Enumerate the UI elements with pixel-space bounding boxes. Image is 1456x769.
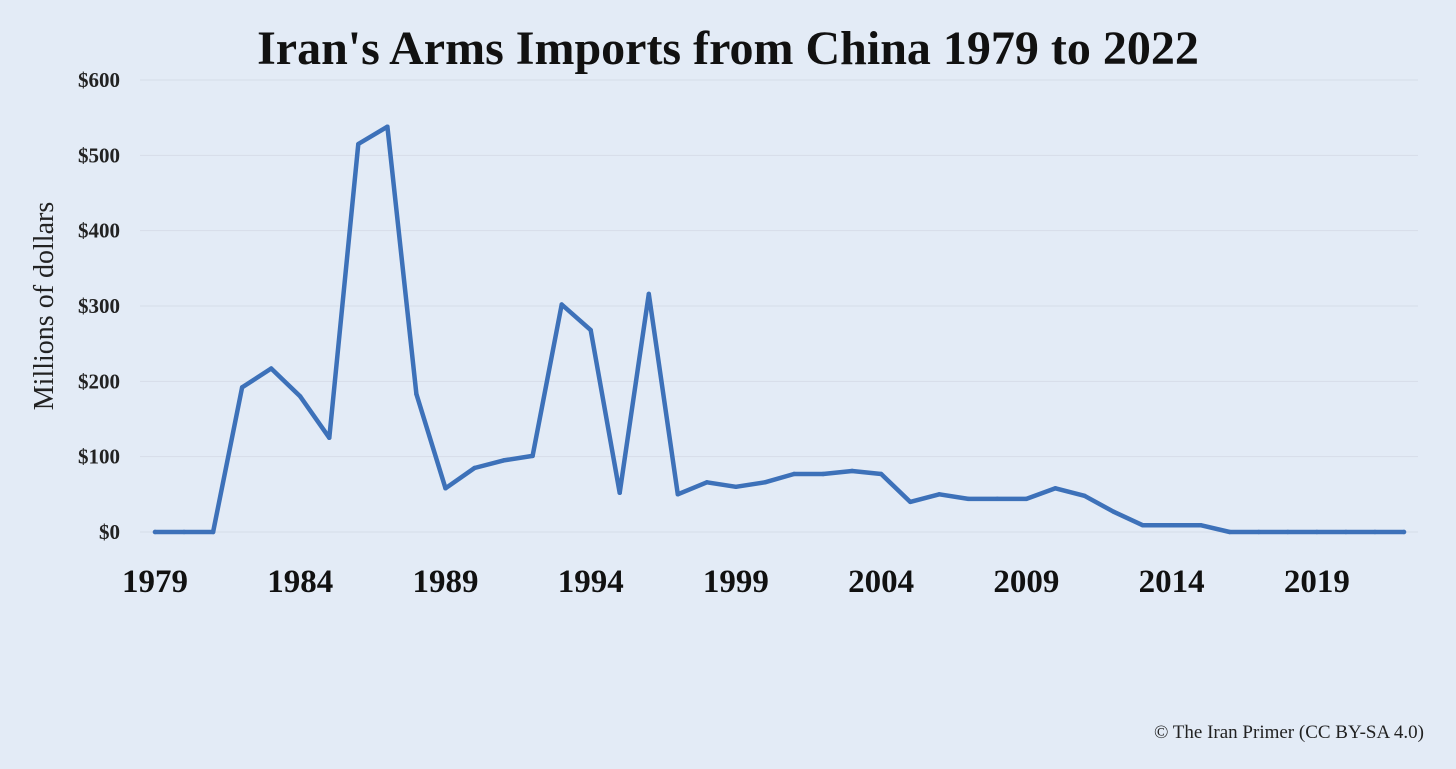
data-point bbox=[559, 302, 564, 307]
data-point bbox=[1082, 493, 1087, 499]
data-point bbox=[472, 465, 477, 471]
data-point bbox=[588, 327, 593, 333]
data-point bbox=[966, 496, 971, 502]
x-tick-label: 1994 bbox=[558, 564, 624, 600]
data-point bbox=[1169, 523, 1174, 528]
data-point bbox=[1343, 529, 1349, 535]
data-point bbox=[937, 492, 942, 497]
chart-title: Iran's Arms Imports from China 1979 to 2… bbox=[257, 22, 1199, 75]
data-point bbox=[1372, 529, 1378, 535]
y-tick-label: $600 bbox=[78, 68, 120, 92]
data-point bbox=[385, 124, 390, 129]
data-point bbox=[1401, 529, 1407, 535]
data-point bbox=[820, 471, 826, 477]
x-tick-label: 1979 bbox=[122, 564, 188, 600]
data-point bbox=[1140, 523, 1145, 528]
credit-text: © The Iran Primer (CC BY-SA 4.0) bbox=[1154, 722, 1424, 743]
data-point bbox=[1256, 529, 1261, 535]
data-point bbox=[1024, 496, 1029, 502]
data-point bbox=[298, 394, 303, 399]
data-point bbox=[1111, 509, 1116, 514]
data-point bbox=[1314, 529, 1320, 535]
y-tick-label: $300 bbox=[78, 294, 120, 318]
data-point bbox=[1227, 529, 1232, 535]
x-tick-label: 1989 bbox=[412, 564, 478, 600]
series-layer bbox=[152, 124, 1407, 535]
x-tick-label: 2009 bbox=[993, 564, 1059, 600]
y-tick-label: $200 bbox=[78, 369, 120, 393]
data-point bbox=[268, 366, 274, 371]
data-point bbox=[414, 391, 419, 397]
data-point bbox=[704, 480, 710, 485]
y-axis-label: Millions of dollars bbox=[29, 202, 60, 410]
y-tick-labels: $0 $100 $200 $300 $400 $500 $600 bbox=[78, 68, 120, 544]
y-tick-label: $100 bbox=[78, 445, 120, 469]
x-tick-labels: 1979 1984 1989 1994 1999 2004 2009 2014 2019 bbox=[122, 564, 1350, 600]
gridlines bbox=[140, 79, 1418, 533]
data-point bbox=[646, 291, 651, 297]
y-tick-label: $500 bbox=[78, 143, 120, 167]
data-point bbox=[791, 471, 797, 477]
data-point bbox=[849, 468, 855, 474]
data-point bbox=[1198, 523, 1203, 528]
data-point bbox=[1285, 529, 1291, 535]
data-point bbox=[762, 480, 768, 485]
data-point bbox=[530, 453, 535, 459]
data-point bbox=[181, 529, 187, 535]
data-point bbox=[327, 435, 332, 441]
x-tick-label: 2004 bbox=[848, 564, 914, 600]
data-point bbox=[152, 529, 158, 535]
y-tick-label: $400 bbox=[78, 219, 120, 243]
data-point bbox=[995, 496, 1000, 502]
y-tick-label: $0 bbox=[99, 520, 120, 544]
data-point bbox=[878, 471, 884, 477]
data-point bbox=[1053, 486, 1058, 491]
series-line-0 bbox=[152, 124, 1407, 535]
data-point bbox=[617, 490, 622, 496]
x-tick-label: 1999 bbox=[703, 564, 769, 600]
data-point bbox=[733, 484, 739, 489]
x-tick-label: 2019 bbox=[1284, 564, 1350, 600]
x-tick-label: 1984 bbox=[267, 564, 333, 600]
data-point bbox=[908, 499, 913, 505]
data-point bbox=[501, 458, 506, 463]
data-point bbox=[239, 385, 245, 390]
data-point bbox=[356, 141, 361, 147]
data-point bbox=[443, 486, 448, 491]
data-point bbox=[210, 529, 216, 535]
x-tick-label: 2014 bbox=[1139, 564, 1205, 600]
data-point bbox=[675, 492, 681, 497]
